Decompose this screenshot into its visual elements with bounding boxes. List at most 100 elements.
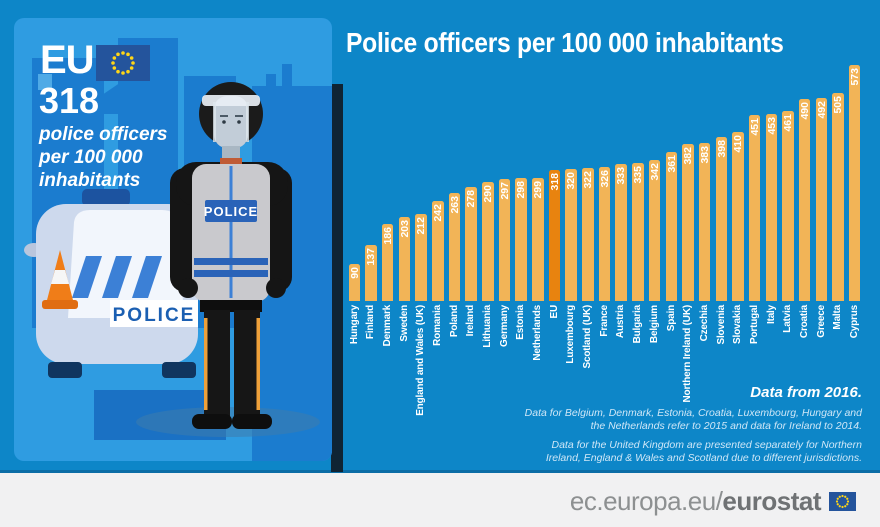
officer-boot-right — [232, 414, 272, 429]
bar-value-label: 212 — [415, 217, 428, 235]
bar — [398, 217, 411, 301]
bar-value-label: 490 — [798, 102, 811, 120]
notes-block: Data from 2016. Data for Belgium, Denmar… — [517, 384, 862, 466]
bar — [565, 169, 577, 301]
chart-title: Police officers per 100 000 inhabitants — [346, 27, 784, 58]
bar-value-label: 335 — [632, 166, 645, 184]
officer-face — [214, 96, 248, 148]
bar-value-label: 186 — [381, 227, 394, 245]
infographic-background: POLICE — [0, 0, 880, 473]
bar-category-label: Sweden — [398, 305, 410, 342]
bar — [482, 182, 494, 301]
bar-category-label: Germany — [498, 305, 510, 347]
bar-category-label: England and Wales (UK) — [415, 305, 427, 416]
eu-caption-line: per 100 000 — [39, 147, 143, 168]
bar-value-label: 451 — [748, 118, 761, 136]
bar-value-label: 278 — [465, 190, 478, 208]
eu-label: EU — [40, 38, 95, 82]
bar — [798, 99, 811, 301]
footnote-1: Data for Belgium, Denmark, Estonia, Croa… — [524, 407, 862, 433]
bar — [748, 115, 761, 301]
bar — [648, 160, 661, 301]
bar-category-label: Romania — [432, 305, 443, 346]
car-wheel-left — [48, 362, 82, 378]
bar — [415, 214, 427, 301]
eurostat-url: ec.europa.eu/eurostat — [569, 486, 822, 517]
bar-value-label: 297 — [498, 182, 511, 200]
police-illustration: POLICE — [24, 38, 332, 461]
bar-plot: 90 Hungary 137 Finland 186 Denmark 203 Sweden 21… — [346, 55, 863, 416]
bar-value-label: 322 — [582, 171, 595, 189]
bar-value-label: 505 — [832, 96, 845, 114]
bar-value-label: 382 — [682, 147, 695, 165]
bar — [782, 111, 794, 301]
bar — [832, 93, 844, 301]
bar-value-label: 326 — [598, 170, 611, 188]
bar-value-label: 398 — [715, 140, 728, 158]
bar — [381, 224, 394, 301]
data-from-note: Data from 2016. — [750, 384, 862, 401]
bar — [432, 201, 444, 301]
bar — [615, 164, 627, 301]
bar-value-label: 333 — [615, 167, 628, 185]
bar-value-label: 299 — [532, 181, 544, 199]
bar — [815, 98, 828, 301]
bar-value-label: 242 — [432, 204, 444, 222]
car-police-text: POLICE — [113, 305, 196, 326]
eu-flag-icon — [96, 45, 150, 81]
bar-value-label: 342 — [648, 163, 661, 181]
bar-value-label: 383 — [698, 146, 711, 164]
bar — [682, 144, 694, 301]
bar — [548, 170, 561, 301]
bar-category-label: Ireland — [465, 305, 477, 337]
bar — [715, 137, 727, 301]
bar-value-label: 573 — [848, 68, 861, 86]
vest-police-badge — [205, 200, 257, 222]
officer-boot-left — [192, 414, 232, 429]
officer-visor — [202, 95, 260, 106]
bar-category-label: Denmark — [381, 305, 393, 347]
bar-value-label: 492 — [815, 101, 828, 119]
footer-bar: ec.europa.eu/eurostat — [0, 476, 880, 527]
bar — [498, 179, 511, 301]
bar-category-label: Poland — [448, 305, 460, 338]
bar-category-label: Finland — [365, 305, 377, 340]
police-officer-graphic: POLICE — [136, 82, 320, 437]
officer-belt — [200, 300, 262, 312]
bar-value-label: 361 — [665, 155, 678, 173]
bar-value-label: 290 — [482, 185, 494, 203]
bar — [348, 264, 361, 301]
bar-value-label: 90 — [348, 267, 361, 279]
bar — [632, 163, 644, 301]
card-shadow — [331, 84, 343, 472]
bar-category-label: Lithuania — [482, 305, 493, 348]
eu-value: 318 — [39, 80, 100, 121]
bar-value-label: 203 — [398, 220, 411, 238]
car-wheel-right — [162, 362, 196, 378]
bar — [698, 143, 711, 301]
eu-summary-card: POLICE — [14, 18, 332, 461]
bar — [365, 245, 377, 301]
url-prefix: ec.europa.eu/ — [569, 486, 723, 516]
bar — [515, 178, 527, 301]
car-lightbar — [82, 189, 130, 206]
vest-police-text: POLICE — [204, 204, 258, 219]
bar-value-label: 453 — [765, 117, 778, 135]
bar — [665, 152, 677, 301]
bar — [732, 132, 744, 301]
eu-caption: police officers per 100 000 inhabitants — [39, 123, 167, 192]
eu-caption-line: police officers — [39, 124, 168, 145]
bar — [448, 193, 461, 301]
bar — [848, 65, 861, 301]
bar-value-label: 320 — [565, 172, 578, 190]
bar — [765, 114, 777, 301]
footnote-2: Data for the United Kingdom are presente… — [545, 439, 862, 465]
bar-value-label: 410 — [732, 135, 745, 153]
eu-caption-line: inhabitants — [39, 170, 141, 191]
bar — [532, 178, 544, 301]
bar-value-label: 263 — [448, 196, 461, 214]
car-police-plate — [110, 300, 198, 327]
police-car-graphic: POLICE — [24, 189, 198, 378]
bar-value-label: 461 — [782, 114, 795, 132]
